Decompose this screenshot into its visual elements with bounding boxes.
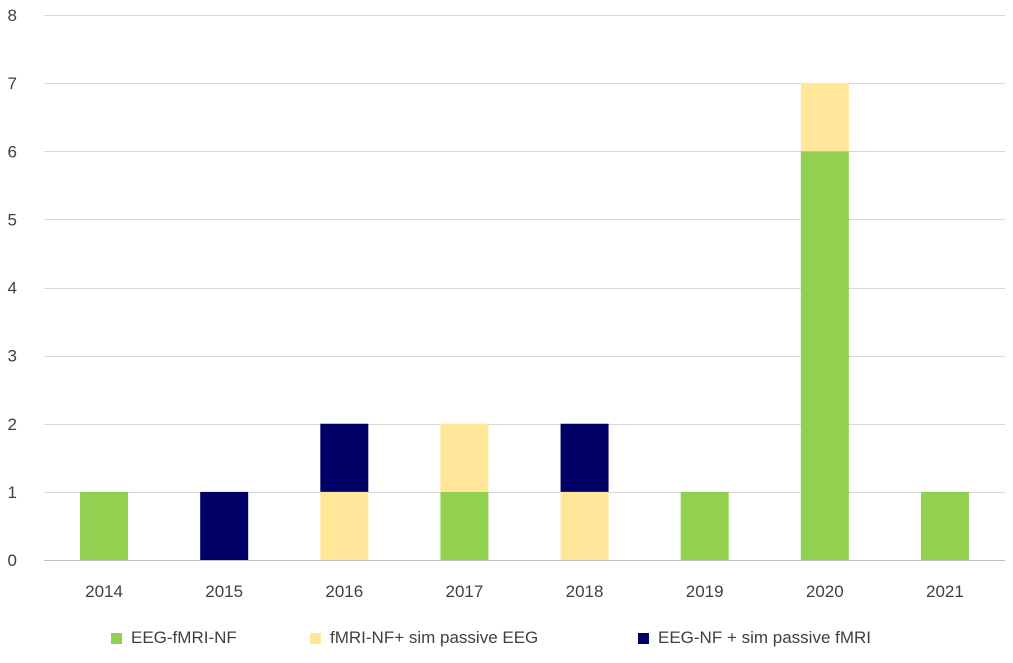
y-axis-ticks: 0 1 2 3 4 5 6 7 8 <box>8 6 17 570</box>
y-tick-label: 8 <box>8 6 17 25</box>
bars <box>80 83 969 560</box>
x-tick-label: 2015 <box>205 582 243 601</box>
legend-item-eeg-fmri-nf: EEG-fMRI-NF <box>111 628 237 648</box>
x-tick-label: 2017 <box>446 582 484 601</box>
x-tick-label: 2020 <box>806 582 844 601</box>
x-tick-label: 2019 <box>686 582 724 601</box>
legend-item-fmri-nf-sim-passive-eeg: fMRI-NF+ sim passive EEG <box>310 628 538 648</box>
gridlines <box>44 15 1005 561</box>
legend-label: fMRI-NF+ sim passive EEG <box>330 628 539 647</box>
legend-swatch <box>638 632 649 644</box>
y-tick-label: 0 <box>8 551 17 570</box>
bar-segment <box>920 491 969 560</box>
bar-segment <box>440 491 489 560</box>
x-tick-label: 2014 <box>85 582 123 601</box>
x-tick-label: 2018 <box>566 582 604 601</box>
bar-segment <box>800 151 849 560</box>
bar-segment <box>800 83 849 152</box>
legend-swatch <box>310 632 321 644</box>
legend: EEG-fMRI-NF fMRI-NF+ sim passive EEG EEG… <box>0 628 1013 658</box>
bar-segment <box>80 491 129 560</box>
y-tick-label: 4 <box>8 279 17 298</box>
bar-segment <box>680 491 729 560</box>
x-tick-label: 2016 <box>325 582 363 601</box>
legend-swatch <box>111 632 122 644</box>
bar-segment <box>200 491 249 560</box>
y-tick-label: 1 <box>8 483 17 502</box>
x-tick-label: 2021 <box>926 582 964 601</box>
y-tick-label: 2 <box>8 415 17 434</box>
bar-segment <box>440 423 489 492</box>
legend-label: EEG-fMRI-NF <box>131 628 237 647</box>
bar-segment <box>560 491 609 560</box>
y-tick-label: 3 <box>8 347 17 366</box>
legend-item-eeg-nf-sim-passive-fmri: EEG-NF + sim passive fMRI <box>638 628 871 648</box>
bar-segment <box>560 423 609 492</box>
y-tick-label: 5 <box>8 210 17 229</box>
legend-label: EEG-NF + sim passive fMRI <box>658 628 872 647</box>
bar-segment <box>320 423 369 492</box>
y-tick-label: 6 <box>8 142 17 161</box>
x-axis-ticks: 2014 2015 2016 2017 2018 2019 2020 2021 <box>85 582 964 601</box>
bar-segment <box>320 491 369 560</box>
y-tick-label: 7 <box>8 74 17 93</box>
